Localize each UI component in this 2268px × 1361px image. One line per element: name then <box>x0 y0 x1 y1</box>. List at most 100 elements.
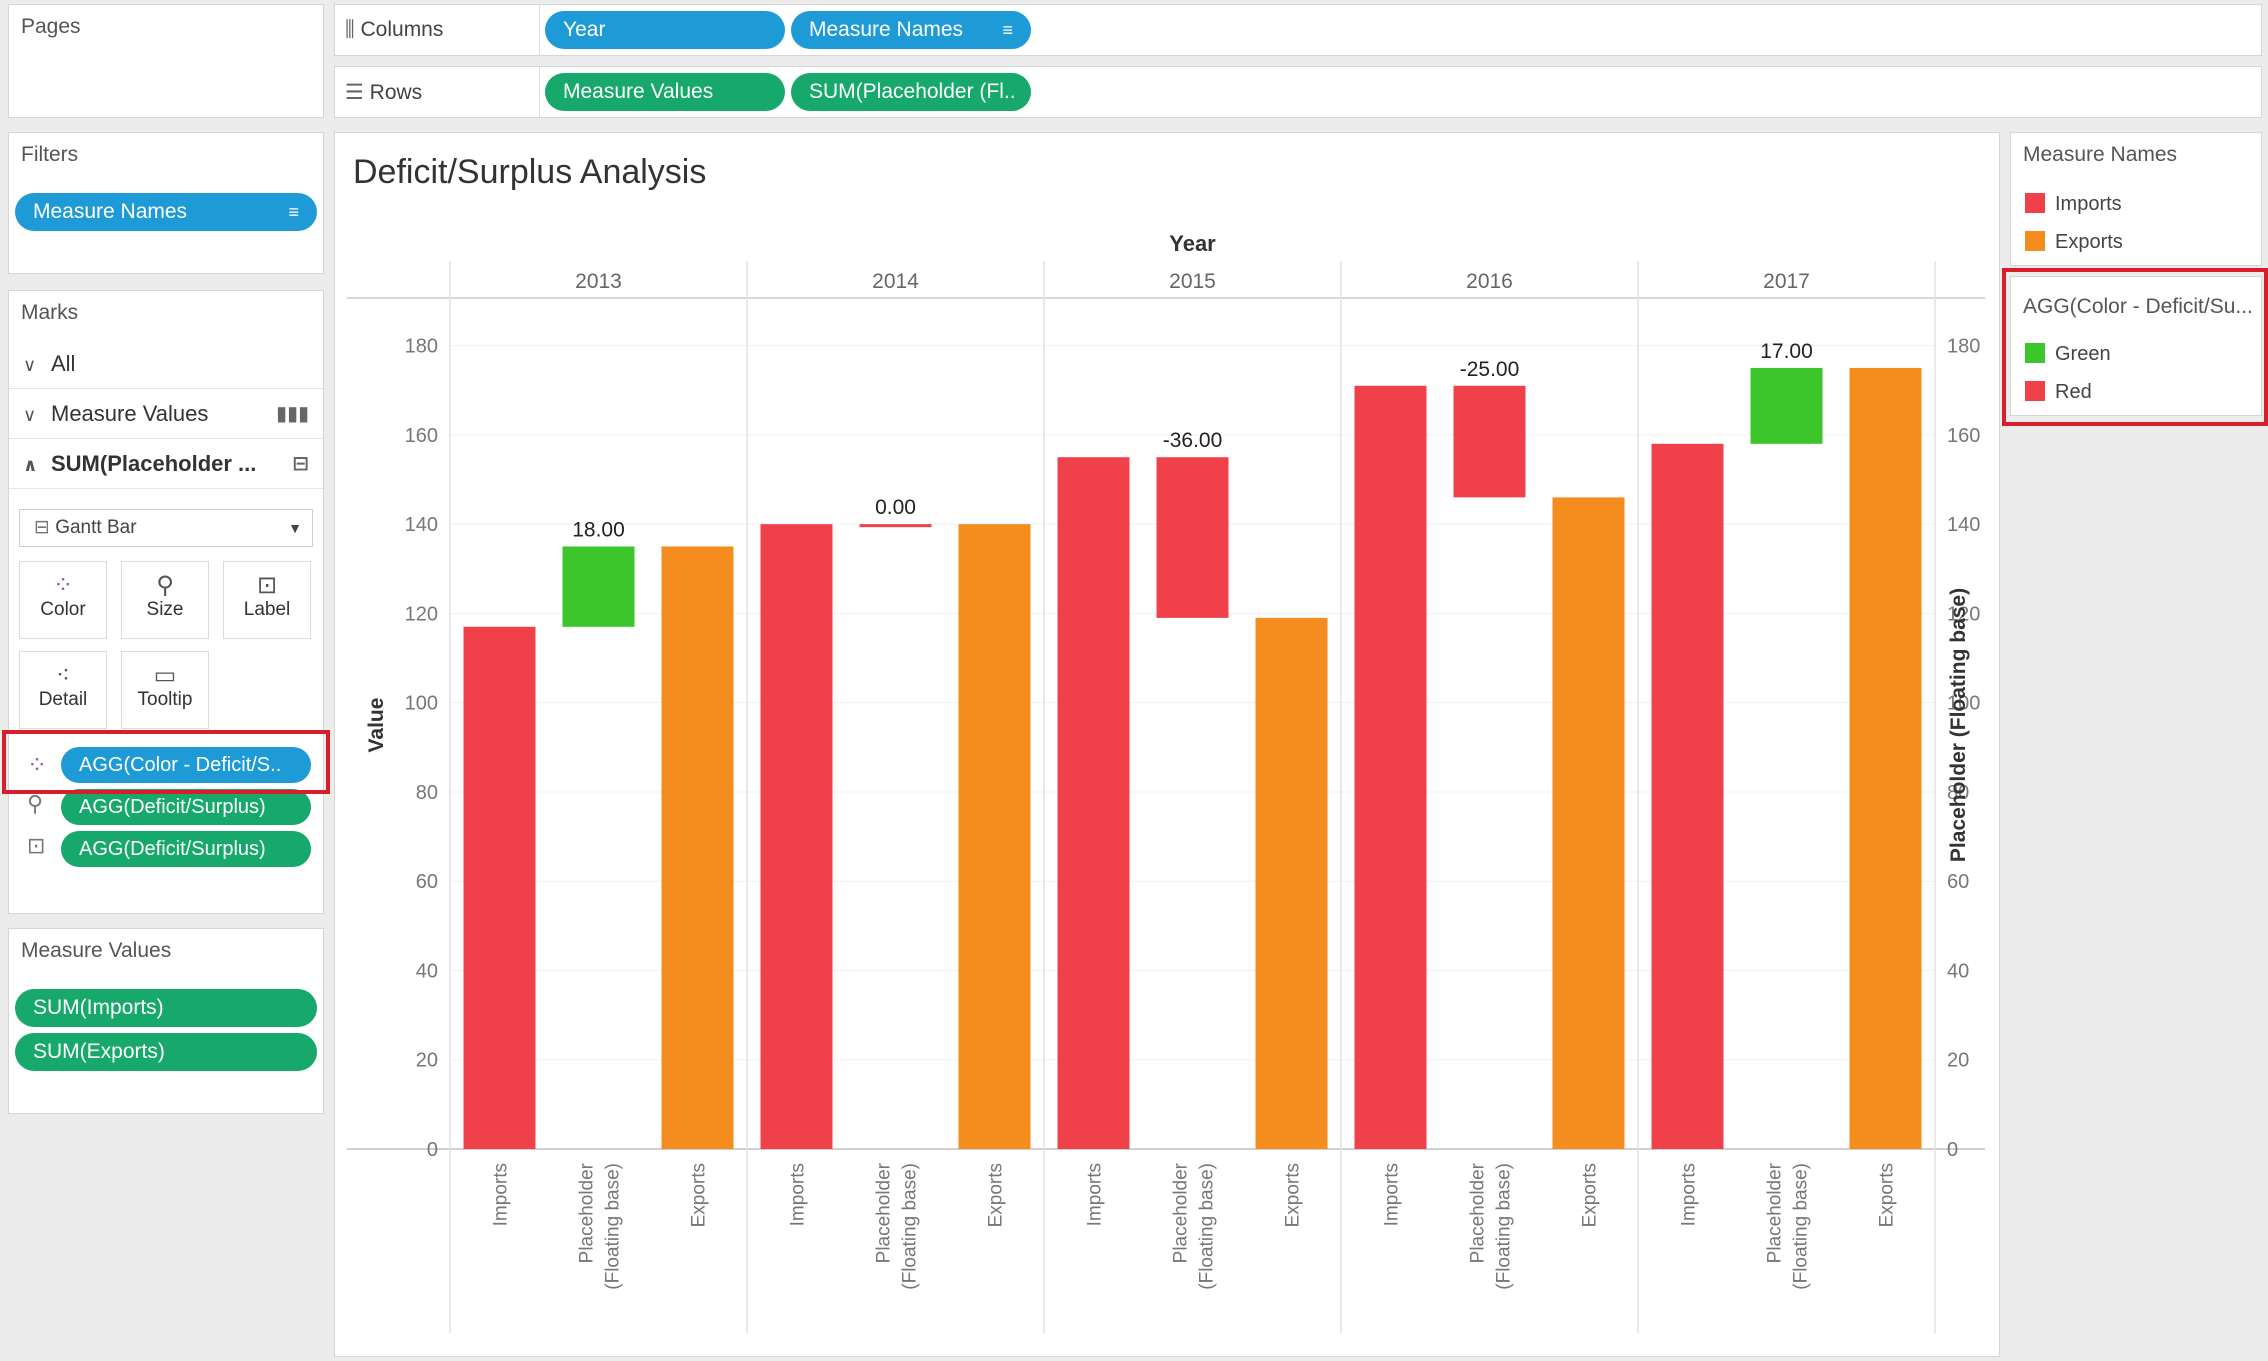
tooltip-button[interactable]: ▭ Tooltip <box>121 651 209 729</box>
columns-label: Columns <box>360 18 444 41</box>
legend-swatch <box>2025 231 2045 251</box>
column-header-title: Year <box>1169 231 1216 256</box>
marks-card-measure-values[interactable]: ∨ Measure Values ▮▮▮ <box>9 389 323 439</box>
marks-field-label: AGG(Deficit/Surplus) <box>79 796 266 818</box>
y-tick-label-left: 120 <box>405 603 438 625</box>
color-legend: AGG(Color - Deficit/Su... Green Red <box>2010 276 2262 416</box>
sort-icon: ≡ <box>1002 20 1013 40</box>
pages-panel: Pages <box>8 4 324 118</box>
y-tick-label-right: 160 <box>1947 425 1980 447</box>
bar-exports <box>1255 617 1328 1149</box>
row-pill-label: Measure Values <box>563 80 714 103</box>
y-axis-title-right: Placeholder (Floating base) <box>1947 588 1970 862</box>
bar-exports <box>661 546 734 1149</box>
row-pill-measure-values[interactable]: Measure Values <box>545 73 785 111</box>
y-tick-label-left: 40 <box>416 960 438 982</box>
legend-item-label: Green <box>2055 343 2111 365</box>
column-pill-year[interactable]: Year <box>545 11 785 49</box>
x-tick-label: Placeholder <box>1171 1162 1192 1263</box>
y-tick-label-left: 160 <box>405 425 438 447</box>
y-tick-label-right: 180 <box>1947 336 1980 358</box>
filter-pill-measure-names[interactable]: Measure Names ≡ <box>15 193 317 231</box>
measure-values-panel: Measure Values SUM(Imports) SUM(Exports) <box>8 928 324 1114</box>
columns-shelf[interactable]: ⫼ Columns Year Measure Names ≡ <box>334 4 2262 56</box>
legend-swatch <box>2025 193 2045 213</box>
tooltip-button-label: Tooltip <box>137 689 193 710</box>
bar-exports <box>1552 497 1625 1150</box>
bar-imports <box>463 626 536 1149</box>
x-tick-label: Imports <box>491 1163 512 1226</box>
x-tick-label: Imports <box>1679 1163 1700 1226</box>
color-button[interactable]: ⁘ Color <box>19 561 107 639</box>
year-header-label: 2017 <box>1763 270 1810 293</box>
y-tick-label-left: 0 <box>427 1139 438 1161</box>
chevron-down-icon: ∨ <box>23 405 37 425</box>
year-header-label: 2016 <box>1466 270 1513 293</box>
legend-item-red[interactable]: Red <box>2025 379 2092 405</box>
x-tick-label: Imports <box>788 1163 809 1226</box>
x-tick-label: Placeholder <box>577 1162 598 1263</box>
y-tick-label-left: 80 <box>416 782 438 804</box>
bar-deficit-surplus <box>1750 367 1823 444</box>
legend-item-exports[interactable]: Exports <box>2025 229 2123 255</box>
y-tick-label-right: 0 <box>1947 1139 1958 1161</box>
bar-deficit-surplus <box>562 546 635 627</box>
size-button[interactable]: ⚲ Size <box>121 561 209 639</box>
marks-field-label[interactable]: AGG(Deficit/Surplus) <box>61 831 311 867</box>
y-tick-label-right: 100 <box>1947 693 1980 715</box>
marks-card-all[interactable]: ∨ All <box>9 339 323 389</box>
label-button[interactable]: ⊡ Label <box>223 561 311 639</box>
mark-type-value: Gantt Bar <box>55 517 137 538</box>
measure-pill-imports[interactable]: SUM(Imports) <box>15 989 317 1027</box>
legend-swatch <box>2025 343 2045 363</box>
mark-type-select[interactable]: ⊟ Gantt Bar ▼ <box>19 509 313 547</box>
column-pill-measure-names[interactable]: Measure Names ≡ <box>791 11 1031 49</box>
detail-button[interactable]: ⁖ Detail <box>19 651 107 729</box>
marks-field-color[interactable]: AGG(Color - Deficit/S.. <box>61 747 311 783</box>
marks-field-size[interactable]: AGG(Deficit/Surplus) <box>61 789 311 825</box>
gantt-icon: ⊟ <box>292 453 309 475</box>
legend-item-green[interactable]: Green <box>2025 341 2111 367</box>
x-tick-label: (Floating base) <box>900 1163 921 1290</box>
marks-field-label: AGG(Color - Deficit/S.. <box>79 754 282 776</box>
x-tick-label: Placeholder <box>1468 1162 1489 1263</box>
measure-pill-exports[interactable]: SUM(Exports) <box>15 1033 317 1071</box>
row-pill-placeholder[interactable]: SUM(Placeholder (Fl.. <box>791 73 1031 111</box>
detail-icon: ⁖ <box>55 662 71 689</box>
y-tick-label-left: 60 <box>416 871 438 893</box>
marks-panel: Marks ∨ All ∨ Measure Values ▮▮▮ ∧ SUM(Plac… <box>8 290 324 914</box>
sort-icon: ≡ <box>288 202 299 222</box>
marks-card-placeholder[interactable]: ∧ SUM(Placeholder ... ⊟ <box>9 439 323 489</box>
x-tick-label: Exports <box>986 1163 1007 1227</box>
y-tick-label-left: 140 <box>405 514 438 536</box>
x-tick-label: Imports <box>1085 1163 1106 1226</box>
y-tick-label-right: 140 <box>1947 514 1980 536</box>
x-tick-label: (Floating base) <box>1197 1163 1218 1290</box>
color-button-label: Color <box>40 599 86 620</box>
filter-pill-label: Measure Names <box>33 200 188 223</box>
deficit-surplus-chart: Deficit/Surplus Analysis Year 0 0 20 20 40 40 60… <box>347 153 1985 1333</box>
row-pill-label: SUM(Placeholder (Fl.. <box>809 80 1016 103</box>
rows-shelf[interactable]: ☰ Rows Measure Values SUM(Placeholder (F… <box>334 66 2262 118</box>
rows-icon: ☰ <box>345 81 370 104</box>
filters-title: Filters <box>21 143 79 166</box>
label-icon: ⊡ <box>256 572 278 599</box>
chevron-down-icon: ∨ <box>23 355 37 375</box>
legend-item-imports[interactable]: Imports <box>2025 191 2122 217</box>
y-tick-label-right: 120 <box>1947 603 1980 625</box>
legend-item-label: Imports <box>2055 193 2122 215</box>
columns-icon: ⫼ <box>345 18 361 41</box>
y-tick-label-right: 80 <box>1947 782 1969 804</box>
bar-imports <box>1354 385 1427 1149</box>
size-icon: ⚲ <box>156 572 174 599</box>
data-label-deficit-surplus: 17.00 <box>1760 340 1813 363</box>
x-tick-label: Placeholder <box>874 1162 895 1263</box>
color-icon: ⁘ <box>27 752 48 779</box>
chevron-down-icon: ▼ <box>288 520 302 536</box>
column-pill-label: Measure Names <box>809 18 964 41</box>
legend-title: Measure Names <box>2023 143 2178 166</box>
x-tick-label: Placeholder <box>1765 1162 1786 1263</box>
year-header-label: 2014 <box>872 270 919 293</box>
y-tick-label-left: 100 <box>405 693 438 715</box>
view-panel: Deficit/Surplus Analysis Year 0 0 20 20 40 40 60… <box>334 132 2000 1357</box>
